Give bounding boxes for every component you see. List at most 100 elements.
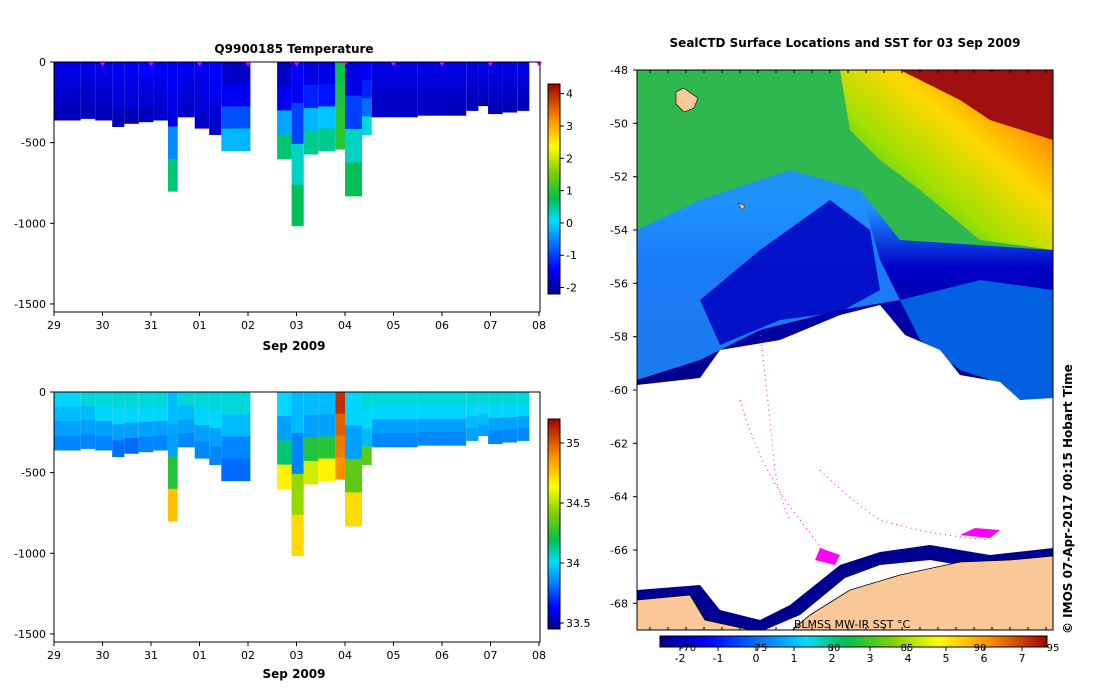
sst-c-tick-label: 6: [981, 652, 988, 665]
profile-marker: [245, 62, 251, 66]
cast-cell: [345, 492, 362, 527]
sst-f-tick-label: -70: [680, 643, 696, 654]
cast-cell: [209, 446, 222, 465]
cast-cell: [478, 424, 489, 437]
cast-cell: [478, 402, 489, 415]
sst-f-tick-label: 95: [1047, 643, 1060, 654]
cast-cell: [362, 428, 372, 447]
cast-cell: [371, 75, 418, 90]
y-tick-label: -1000: [14, 547, 46, 560]
cast-cell: [417, 405, 445, 420]
cast-cell: [488, 87, 503, 102]
cast-cell: [124, 62, 139, 78]
cast-cell: [345, 95, 362, 130]
cast-cell: [112, 408, 125, 425]
cast-cell: [124, 407, 139, 424]
colorbar-tick-label: 1: [566, 185, 573, 198]
cast-cell: [371, 103, 418, 118]
cast-cell: [80, 90, 96, 105]
cast-cell: [177, 62, 195, 77]
cast-cell: [362, 410, 372, 429]
cast-cell: [194, 78, 210, 96]
cast-cell: [95, 76, 113, 92]
x-tick-label: 08: [532, 649, 546, 662]
cast-cell: [345, 458, 362, 493]
cast-cell: [153, 406, 168, 422]
sst-f-tick-label: 85: [901, 643, 914, 654]
cast-cell: [153, 421, 168, 436]
y-tick-label: 0: [39, 386, 46, 399]
cast-cell: [444, 88, 467, 103]
cast-cell: [112, 392, 125, 409]
profile-marker: [487, 62, 494, 66]
cast-cell: [466, 86, 479, 99]
cast-cell: [221, 62, 251, 85]
cast-cell: [371, 433, 418, 448]
cast-cell: [54, 421, 81, 436]
cast-cell: [371, 419, 418, 434]
cast-cell: [335, 83, 345, 107]
antarctica-land: [637, 555, 1053, 630]
cast-cell: [466, 428, 479, 441]
cast-cell: [488, 417, 503, 432]
cast-cell: [517, 62, 530, 75]
cast-cell: [277, 392, 292, 417]
cast-cell: [95, 105, 113, 121]
cast-cell: [371, 392, 418, 407]
x-tick-label: 05: [387, 319, 401, 332]
cast-cell: [95, 435, 113, 451]
sst-f-tick-label: 80: [828, 643, 841, 654]
y-tick-label: -500: [21, 467, 46, 480]
cast-cell: [502, 87, 518, 100]
cast-cell: [466, 62, 479, 75]
x-tick-label: 06: [435, 649, 449, 662]
x-tick-label: 31: [144, 319, 158, 332]
cast-cell: [517, 392, 530, 405]
cast-cell: [112, 78, 125, 95]
sst-c-tick-label: 7: [1019, 652, 1026, 665]
colorbar-tick-label: 34: [566, 557, 580, 570]
salinity-casts: [54, 392, 530, 557]
cast-cell: [362, 98, 372, 117]
colorbar-tick-label: 35: [566, 437, 580, 450]
map-title: SealCTD Surface Locations and SST for 03…: [670, 36, 1021, 50]
cast-cell: [444, 431, 467, 446]
cast-cell: [194, 408, 210, 426]
cast-cell: [478, 72, 489, 85]
x-tick-label: 29: [47, 649, 61, 662]
cast-cell: [417, 62, 445, 76]
x-tick-label: 03: [290, 649, 304, 662]
profile-marker: [342, 62, 348, 66]
cast-cell: [488, 74, 503, 89]
cast-cell: [335, 413, 345, 437]
cast-cell: [221, 106, 251, 130]
cast-cell: [153, 91, 168, 106]
x-tick-label: 06: [435, 319, 449, 332]
cast-cell: [124, 92, 139, 109]
cast-cell: [318, 128, 336, 152]
cast-cell: [153, 76, 168, 92]
colorbar-tick-label: 33.5: [566, 617, 591, 630]
profile-marker: [536, 62, 542, 66]
cast-cell: [138, 106, 154, 123]
cast-cell: [221, 436, 251, 460]
cast-cell: [303, 415, 319, 439]
lat-tick-label: -58: [610, 331, 628, 344]
y-tick-label: 0: [39, 56, 46, 69]
map-lat-ticks: -48 -50 -52 -54 -56 -58 -60 -62 -64 -66 -68: [610, 64, 637, 610]
x-tick-label: 31: [144, 649, 158, 662]
cast-cell: [444, 392, 467, 406]
sst-colorbar-ticks: -2 -1 0 1 2 3 4 5 6 7 -70 75 80 85 90 95: [675, 643, 1060, 665]
cast-cell: [303, 62, 319, 86]
cast-cell: [291, 62, 304, 104]
temperature-casts: [54, 62, 530, 227]
x-tick-label: 04: [338, 649, 352, 662]
lat-tick-label: -60: [610, 384, 628, 397]
cast-cell: [95, 392, 113, 407]
cast-cell: [209, 98, 222, 117]
cast-cell: [318, 414, 336, 437]
cast-cell: [318, 84, 336, 107]
sst-colorbar-label: BLMSS MW-IR SST °C: [794, 618, 911, 631]
cast-cell: [371, 405, 418, 420]
cast-cell: [168, 158, 178, 192]
